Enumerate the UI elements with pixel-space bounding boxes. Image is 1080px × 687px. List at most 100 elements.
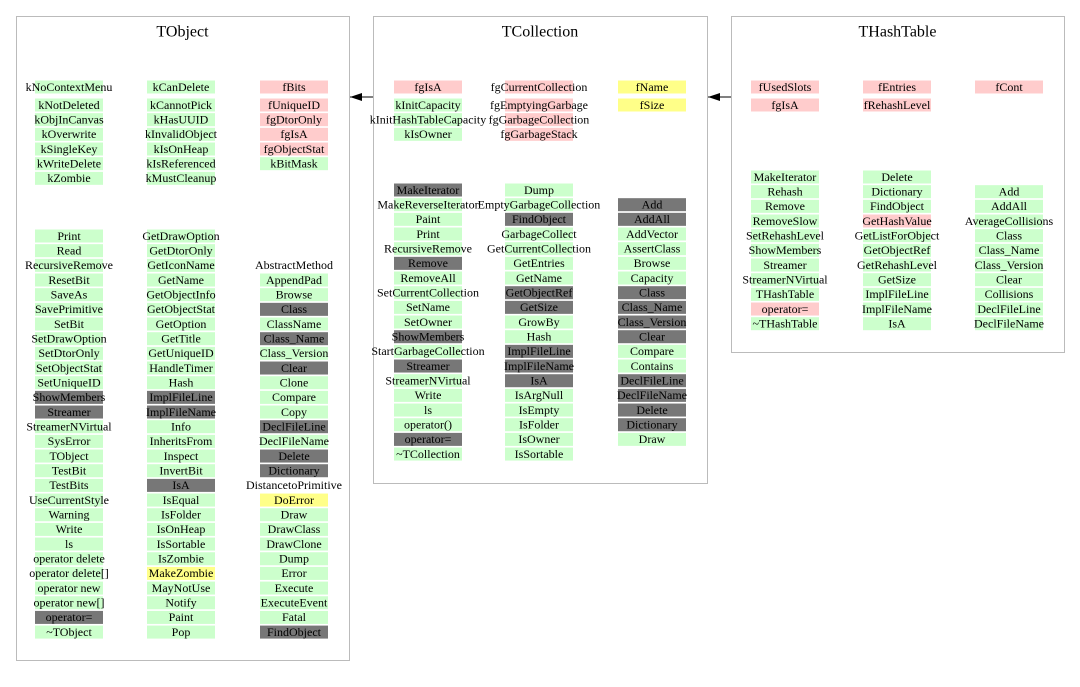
member-name: fCont [995,80,1023,94]
member-name: MakeIterator [397,183,460,197]
member-highlight [260,420,328,434]
member-name: Delete [881,170,912,184]
member-highlight [35,302,103,316]
member-name: IsFolder [519,417,559,431]
member-highlight [975,302,1043,316]
member-highlight [505,256,573,270]
member-highlight [260,508,328,522]
member-name: DistancetoPrimitive [246,478,342,492]
member-highlight [260,376,328,390]
member-name: RemoveSlow [753,214,818,228]
member-name: RemoveAll [400,271,456,285]
member-highlight [35,113,103,127]
member-name: AbstractMethod [255,258,333,272]
member-highlight [35,376,103,390]
member-highlight [751,317,819,331]
member-name: GetCurrentCollection [487,241,591,255]
member-name: ShowMembers [33,390,106,404]
member-highlight [260,361,328,375]
member-name: kIsReferenced [146,156,215,170]
member-highlight [863,185,931,199]
member-highlight [147,317,215,331]
member-name: ~TCollection [396,447,460,461]
member-highlight [394,330,462,344]
member-highlight [618,256,686,270]
member-highlight [975,214,1043,228]
member-name: StartGarbageCollection [371,344,484,358]
member-highlight [35,552,103,566]
member-name: IsSortable [515,447,564,461]
member-highlight [260,157,328,171]
member-highlight [863,214,931,228]
member-highlight [505,432,573,446]
member-highlight [618,286,686,300]
member-name: fName [636,80,669,94]
member-name: InheritsFrom [150,434,213,448]
member-name: GetObjectRef [864,243,931,257]
member-name: Rehash [767,184,802,198]
member-name: Draw [639,432,666,446]
member-highlight [35,478,103,492]
member-name: SysError [48,434,91,448]
member-name: Dictionary [268,463,319,477]
member-name: Paint [169,610,194,624]
member-highlight [505,183,573,197]
member-highlight [35,157,103,171]
member-highlight [147,332,215,346]
member-name: kSingleKey [41,142,98,156]
member-highlight [35,449,103,463]
member-name: Clear [281,361,307,375]
member-name: SaveAs [51,287,88,301]
member-highlight [863,302,931,316]
member-name: kMustCleanup [146,171,217,185]
member-highlight [147,434,215,448]
member-name: ImplFileLine [149,390,212,404]
member-highlight [394,183,462,197]
member-name: GetObjectInfo [146,287,215,301]
member-highlight [751,258,819,272]
member-name: fgEmptyingGarbage [490,98,588,112]
member-name: FindObject [512,212,567,226]
member-highlight [147,581,215,595]
member-name: SetBit [54,317,85,331]
member-highlight [751,80,819,94]
member-highlight [618,242,686,256]
member-name: GetEntries [513,256,565,270]
member-name: Class [639,285,665,299]
member-name: kObjInCanvas [34,112,104,126]
member-name: GetDtorOnly [149,243,212,257]
member-highlight [394,98,462,112]
member-highlight [147,405,215,419]
member-highlight [147,244,215,258]
member-highlight [260,537,328,551]
member-highlight [35,171,103,185]
member-name: ClassName [267,317,322,331]
member-highlight [35,244,103,258]
member-highlight [618,98,686,112]
member-name: Browse [276,287,313,301]
member-name: IsSortable [157,537,206,551]
member-highlight [260,596,328,610]
member-name: FindObject [870,199,925,213]
member-name: StreamerNVirtual [385,373,471,387]
member-name: DeclFileLine [620,373,683,387]
member-highlight [35,229,103,243]
member-highlight [505,344,573,358]
member-highlight [35,596,103,610]
member-name: operator= [762,302,809,316]
member-name: ExecuteEvent [261,596,328,610]
member-name: Class_Version [260,346,329,360]
member-highlight [505,403,573,417]
member-highlight [863,317,931,331]
member-highlight [35,493,103,507]
member-highlight [751,302,819,316]
member-name: IsOwner [518,432,559,446]
member-name: Info [171,419,191,433]
member-highlight [751,273,819,287]
member-name: ImplFileLine [865,287,928,301]
member-name: Remove [765,199,805,213]
member-name: GetObjectStat [147,302,216,316]
member-name: kIsOwner [404,127,451,141]
member-highlight [394,359,462,373]
member-name: SetDtorOnly [38,346,99,360]
